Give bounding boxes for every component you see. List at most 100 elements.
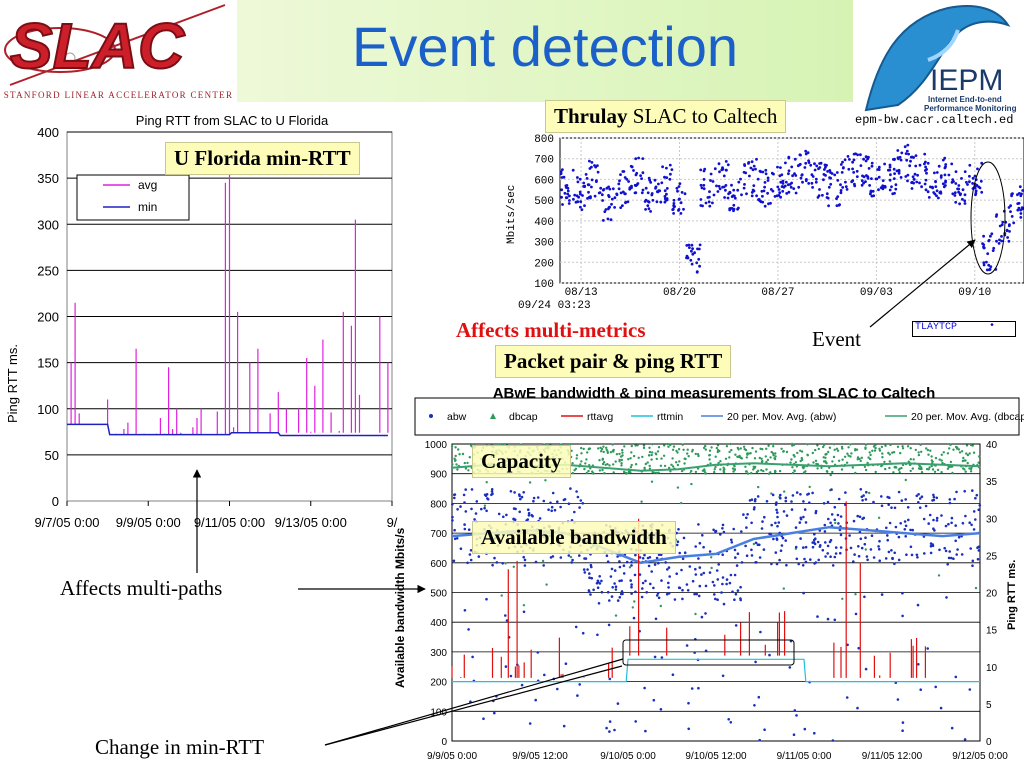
abwe-y-tick-label: 800: [430, 499, 447, 510]
thrulay-point: [822, 173, 826, 176]
thrulay-point: [963, 202, 967, 205]
thrulay-point: [590, 185, 593, 189]
abwe-dbcap-point: [451, 463, 454, 466]
abwe-abw-point: [771, 493, 775, 497]
thrulay-point: [868, 184, 871, 187]
abwe-dbcap-point: [769, 471, 772, 474]
abwe-abw-point: [697, 686, 700, 690]
abwe-abw-point: [473, 518, 476, 521]
thrulay-point: [593, 194, 597, 198]
abwe-dbcap-point: [602, 461, 606, 464]
abwe-abw-point: [784, 496, 788, 500]
abwe-abw-point: [763, 728, 766, 731]
thrulay-point: [647, 176, 651, 180]
thrulay-point: [750, 194, 754, 198]
ufl-y-axis-label: Ping RTT ms.: [5, 344, 20, 423]
abwe-dbcap-point: [648, 450, 652, 454]
abwe-dbcap-point: [760, 469, 763, 472]
abwe-abw-point: [550, 505, 554, 509]
thrulay-point: [724, 160, 728, 163]
thrulay-point: [844, 185, 848, 188]
abwe-dbcap-point: [917, 467, 921, 470]
thrulay-point: [703, 167, 707, 171]
abwe-dbcap-point: [609, 451, 613, 454]
abwe-abw-point: [483, 506, 486, 510]
abwe-abw-point: [818, 545, 822, 548]
abwe-dbcap-point: [828, 446, 832, 449]
abwe-y-tick-label: 700: [430, 529, 447, 540]
thrulay-point: [925, 168, 928, 171]
abwe-abw-point: [451, 503, 454, 506]
thrulay-point: [893, 191, 896, 195]
abwe-change-box: [622, 639, 795, 666]
abwe-abw-point: [714, 529, 718, 533]
abwe-abw-point: [704, 612, 707, 615]
thrulay-point: [856, 153, 859, 157]
abwe-dbcap-point: [974, 586, 978, 590]
abwe-dbcap-point: [686, 452, 689, 455]
thrulay-point: [699, 183, 703, 187]
abwe-dbcap-point: [657, 446, 661, 449]
thrulay-point: [910, 187, 914, 190]
thrulay-point: [826, 196, 830, 200]
abwe-abw-point: [829, 538, 833, 542]
thrulay-point: [787, 169, 791, 173]
thrulay-point: [830, 172, 834, 175]
abwe-abw-point: [523, 564, 527, 567]
thrulay-point: [941, 158, 945, 162]
abwe-abw-point: [777, 521, 781, 524]
abwe-abw-point: [640, 595, 644, 599]
thrulay-point: [944, 165, 947, 169]
thrulay-point: [894, 183, 898, 187]
thrulay-point: [892, 177, 896, 180]
thrulay-point: [870, 161, 874, 165]
thrulay-point: [627, 180, 630, 183]
abwe-abw-point: [733, 573, 737, 577]
thrulay-point: [852, 171, 856, 174]
abwe-abw-point: [691, 579, 695, 583]
abwe-abw-point: [527, 511, 531, 515]
thrulay-point: [759, 170, 763, 174]
thrulay-point: [760, 189, 764, 193]
abwe-y-tick-label: 100: [430, 707, 447, 718]
label-change-min-rtt: Change in min-RTT: [95, 735, 265, 759]
abwe-abw-point: [520, 683, 524, 687]
abwe-abw-point: [600, 590, 604, 594]
abwe-dbcap-point: [669, 470, 672, 473]
thrulay-point: [1016, 208, 1020, 212]
thrulay-point: [888, 178, 892, 182]
abwe-dbcap-point: [858, 457, 861, 461]
abwe-dbcap-point: [854, 471, 857, 475]
abwe-abw-point: [856, 706, 859, 710]
abwe-abw-point: [618, 596, 622, 599]
abwe-dbcap-point: [920, 471, 924, 474]
abwe-abw-point: [813, 532, 816, 536]
abwe-abw-point: [833, 618, 837, 622]
abwe-dbcap-point: [783, 490, 786, 493]
abwe-abw-point: [596, 586, 600, 589]
abwe-dbcap-point: [528, 481, 532, 484]
abwe-abw-point: [622, 564, 626, 567]
abwe-dbcap-point: [968, 452, 971, 455]
abwe-x-tick-label: 9/9/05 12:00: [512, 751, 568, 762]
thrulay-point: [883, 162, 886, 166]
abwe-abw-point: [700, 573, 703, 576]
abwe-abw-point: [845, 696, 849, 699]
abwe-dbcap-point: [917, 453, 921, 457]
thrulay-point: [836, 179, 840, 182]
abwe-abw-point: [793, 709, 797, 712]
abwe-abw-point: [750, 554, 754, 557]
thrulay-point: [689, 258, 693, 262]
abwe-dbcap-point: [834, 521, 837, 525]
thrulay-point: [982, 243, 986, 247]
abwe-abw-point: [462, 493, 466, 497]
abwe-dbcap-point: [860, 456, 863, 459]
abwe-dbcap-point: [694, 612, 697, 616]
abwe-abw-point: [538, 517, 542, 520]
abwe-abw-point: [733, 548, 737, 552]
abwe-abw-point: [685, 644, 689, 647]
thrulay-point: [966, 183, 969, 186]
abwe-y-tick-label: 0: [441, 737, 447, 748]
abwe-abw-point: [950, 516, 954, 520]
